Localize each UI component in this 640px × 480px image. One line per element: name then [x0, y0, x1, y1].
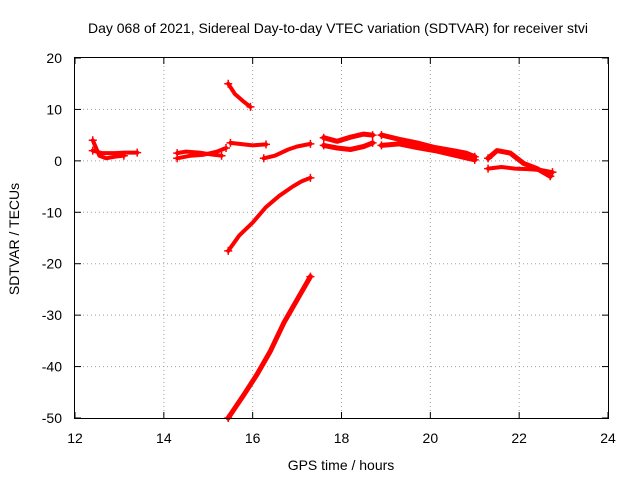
- y-tick-label: -10: [42, 204, 62, 220]
- x-tick-label: 18: [334, 430, 350, 446]
- data-track-track-04: [175, 149, 224, 158]
- plus-marker: [306, 139, 315, 148]
- x-axis-label: GPS time / hours: [288, 457, 395, 473]
- plus-marker: [173, 149, 182, 158]
- plus-marker: [306, 272, 315, 281]
- plus-marker: [306, 173, 315, 182]
- y-tick-label: -20: [42, 256, 62, 272]
- x-tick-label: 22: [511, 430, 527, 446]
- plus-marker: [224, 246, 233, 255]
- data-track-track-11: [321, 140, 376, 152]
- x-tick-label: 20: [423, 430, 439, 446]
- x-tick-label: 14: [156, 430, 172, 446]
- plus-marker: [133, 148, 142, 157]
- plus-marker: [226, 138, 235, 147]
- plus-marker: [377, 131, 386, 140]
- y-axis-ticks: 20 10 0 -10 -20 -30 -40 -50: [42, 50, 608, 426]
- y-tick-label: -40: [42, 359, 62, 375]
- x-tick-label: 12: [67, 430, 83, 446]
- plus-marker: [548, 168, 557, 177]
- plus-marker: [368, 138, 377, 147]
- plus-marker: [246, 102, 255, 111]
- data-track-track-13: [379, 141, 478, 163]
- y-axis-label: SDTVAR / TECUs: [6, 183, 22, 295]
- grid: [75, 58, 608, 418]
- data-track-track-07: [226, 175, 313, 253]
- plus-marker: [222, 144, 231, 152]
- plot-frame: [74, 57, 609, 419]
- y-tick-label: 20: [46, 50, 62, 66]
- plus-marker: [319, 133, 328, 142]
- plus-marker: [217, 151, 226, 160]
- plus-marker: [484, 154, 493, 163]
- data-track-track-12: [379, 132, 478, 160]
- y-tick-label: -30: [42, 307, 62, 323]
- plus-marker: [319, 141, 328, 150]
- plus-marker: [261, 140, 270, 149]
- data-track-track-02: [90, 138, 126, 161]
- plus-marker: [484, 164, 493, 173]
- y-tick-label: 0: [54, 153, 62, 169]
- x-axis-ticks: 12 14 16 18 20 22 24: [67, 58, 616, 446]
- data-track-track-05: [226, 81, 253, 109]
- plus-marker: [119, 151, 128, 160]
- plus-marker: [224, 79, 233, 88]
- plus-marker: [88, 136, 97, 145]
- data-tracks: [88, 79, 557, 422]
- plus-marker: [368, 131, 377, 140]
- plus-marker: [259, 154, 268, 163]
- plus-marker: [377, 141, 386, 150]
- data-track-track-10: [321, 131, 376, 144]
- y-tick-label: 10: [46, 101, 62, 117]
- chart-title: Day 068 of 2021, Sidereal Day-to-day VTE…: [88, 20, 588, 36]
- data-track-track-08: [225, 274, 313, 421]
- data-track-track-09: [261, 141, 313, 161]
- x-tick-label: 24: [600, 430, 616, 446]
- x-tick-label: 16: [245, 430, 261, 446]
- data-track-track-06: [228, 140, 268, 148]
- data-track-track-15: [486, 165, 555, 175]
- y-tick-label: -50: [42, 410, 62, 426]
- plus-marker: [470, 155, 479, 164]
